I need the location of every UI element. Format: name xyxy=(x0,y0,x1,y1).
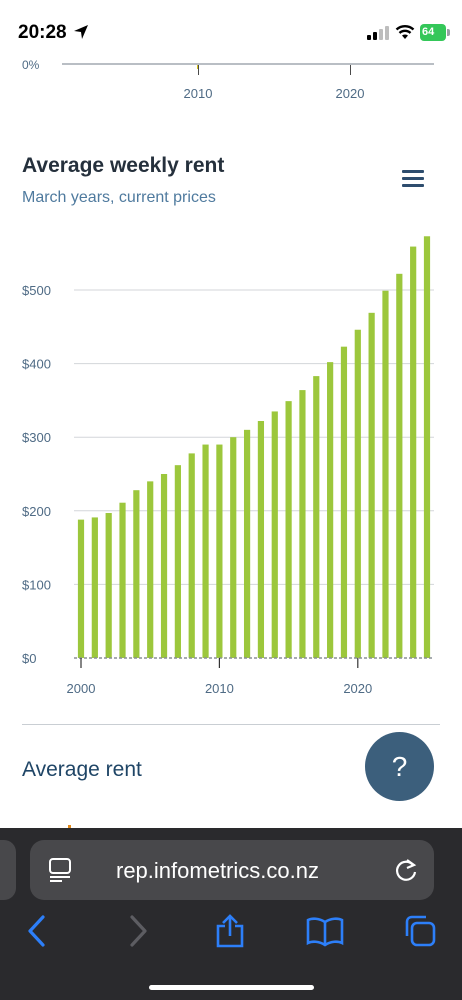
chart-subtitle: March years, current prices xyxy=(22,189,216,206)
share-icon[interactable] xyxy=(214,914,246,948)
next-chart-mark xyxy=(68,825,71,829)
status-time: 20:28 xyxy=(18,22,67,43)
bar-2021[interactable] xyxy=(368,312,375,658)
cellular-signal-icon xyxy=(367,26,389,40)
bar-2014[interactable] xyxy=(271,411,278,658)
bar-2001[interactable] xyxy=(91,517,98,658)
section-divider xyxy=(22,724,440,725)
bar-2005[interactable] xyxy=(147,481,154,658)
battery-icon: 64 xyxy=(420,24,450,41)
bar-2025[interactable] xyxy=(423,236,431,658)
reader-mode-icon[interactable] xyxy=(48,857,72,883)
y-tick-label: $300 xyxy=(22,430,51,445)
bar-2010[interactable] xyxy=(216,444,223,658)
bar-2011[interactable] xyxy=(230,437,237,658)
bar-2009[interactable] xyxy=(202,444,209,658)
bar-2012[interactable] xyxy=(243,429,251,658)
section-heading: Average rent xyxy=(22,758,142,781)
wifi-icon xyxy=(395,25,415,39)
bar-2024[interactable] xyxy=(410,246,417,659)
y-tick-label: $0 xyxy=(22,651,36,666)
reload-icon[interactable] xyxy=(393,857,419,883)
previous-chart-axis: 0% 2010 2020 xyxy=(0,58,462,108)
previous-chart-x-axis xyxy=(62,63,434,65)
bookmarks-icon[interactable] xyxy=(306,914,344,948)
bar-2019[interactable] xyxy=(340,346,348,658)
bar-2022[interactable] xyxy=(382,290,389,658)
chart-menu-button[interactable] xyxy=(402,168,426,188)
bar-2016[interactable] xyxy=(299,390,306,658)
tabs-icon[interactable] xyxy=(404,914,436,948)
status-bar: 20:28 64 xyxy=(0,0,462,62)
browser-toolbar: rep.infometrics.co.nz xyxy=(0,828,462,1000)
battery-level: 64 xyxy=(422,26,435,38)
x-tick-label: 2020 xyxy=(343,681,372,696)
help-button[interactable]: ? xyxy=(365,732,434,801)
average-weekly-rent-chart: $0 $100 $200 $300 $400 $500 2000 2010 2020 xyxy=(22,236,434,696)
y-tick-label: $100 xyxy=(22,577,51,592)
bar-2003[interactable] xyxy=(119,502,126,658)
back-icon[interactable] xyxy=(22,914,54,948)
previous-chart-tick-label-2020: 2020 xyxy=(335,86,365,101)
bar-2017[interactable] xyxy=(313,376,320,658)
previous-chart-tick-label-2010: 2010 xyxy=(183,86,213,101)
y-tick-label: $400 xyxy=(22,357,51,372)
x-tick-label: 2000 xyxy=(67,681,96,696)
bar-2015[interactable] xyxy=(285,401,292,658)
bar-2018[interactable] xyxy=(327,362,334,658)
address-bar[interactable]: rep.infometrics.co.nz xyxy=(30,840,434,900)
location-arrow-icon xyxy=(74,25,88,39)
url-text[interactable]: rep.infometrics.co.nz xyxy=(116,858,319,883)
forward-icon[interactable] xyxy=(122,914,154,948)
y-tick-label: $200 xyxy=(22,504,51,519)
chart-title: Average weekly rent xyxy=(22,154,225,177)
x-tick-label: 2010 xyxy=(205,681,234,696)
bar-2020[interactable] xyxy=(354,329,361,658)
bar-2004[interactable] xyxy=(133,490,140,658)
bar-2006[interactable] xyxy=(160,474,168,658)
previous-tab-preview[interactable] xyxy=(0,840,16,900)
y-tick-label: $500 xyxy=(22,283,51,298)
bar-2013[interactable] xyxy=(257,421,265,658)
hamburger-icon xyxy=(402,170,424,173)
bar-2000[interactable] xyxy=(77,519,85,658)
previous-chart-y-label: 0% xyxy=(22,58,40,72)
bar-2023[interactable] xyxy=(396,273,403,658)
previous-chart-tick-2010 xyxy=(198,65,199,75)
bar-2008[interactable] xyxy=(188,453,195,658)
bar-2007[interactable] xyxy=(174,465,181,658)
home-indicator xyxy=(149,985,314,990)
previous-chart-tick-2020 xyxy=(350,65,351,75)
bar-2002[interactable] xyxy=(105,513,112,658)
